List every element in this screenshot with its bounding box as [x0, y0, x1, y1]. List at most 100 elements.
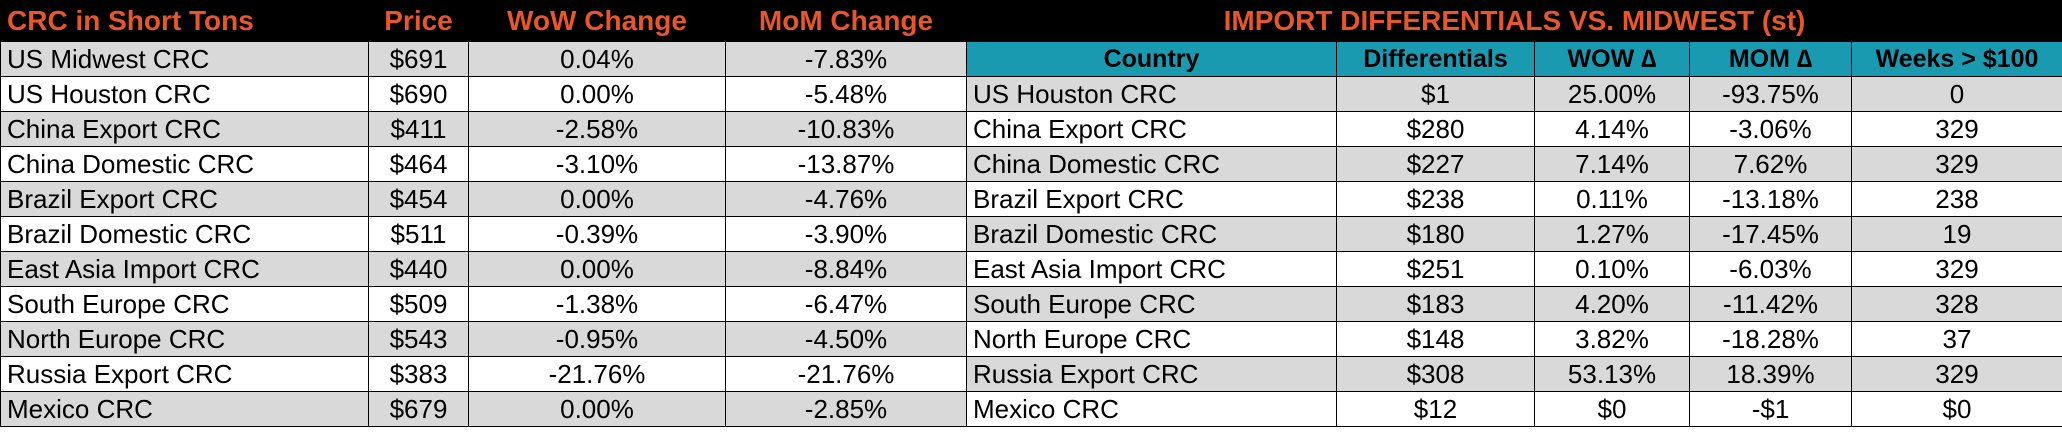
weeks-over-100-cell: 329 — [1851, 356, 2062, 392]
table-row: Brazil Domestic CRC $180 1.27% -17.45% 19 — [966, 216, 2062, 252]
mom-delta-cell: -11.42% — [1689, 286, 1852, 322]
crc-name-cell: US Midwest CRC — [0, 41, 369, 77]
wow-change-cell: -21.76% — [468, 356, 726, 392]
differential-cell: $1 — [1336, 76, 1535, 112]
column-header-wow-delta: WOW ∆ — [1534, 41, 1690, 77]
table-row: China Domestic CRC $227 7.14% 7.62% 329 — [966, 146, 2062, 182]
mom-delta-cell: -17.45% — [1689, 216, 1852, 252]
column-header-wow: WoW Change — [468, 0, 726, 42]
wow-change-cell: 0.04% — [468, 41, 726, 77]
import-differentials-title-row: IMPORT DIFFERENTIALS VS. MIDWEST (st) — [966, 0, 2062, 42]
mom-change-cell: -13.87% — [725, 146, 967, 182]
import-differentials-table: IMPORT DIFFERENTIALS VS. MIDWEST (st) Co… — [966, 0, 2062, 427]
table-row: Mexico CRC $12 $0 -$1 $0 — [966, 391, 2062, 427]
table-row: US Midwest CRC $691 0.04% -7.83% — [0, 41, 967, 77]
crc-name-cell: Brazil Export CRC — [0, 181, 369, 217]
wow-change-cell: -2.58% — [468, 111, 726, 147]
differential-cell: $238 — [1336, 181, 1535, 217]
table-row: Brazil Domestic CRC $511 -0.39% -3.90% — [0, 216, 967, 252]
price-cell: $454 — [368, 181, 469, 217]
country-cell: North Europe CRC — [966, 321, 1337, 357]
price-cell: $509 — [368, 286, 469, 322]
wow-delta-cell: $0 — [1534, 391, 1690, 427]
mom-delta-cell: 18.39% — [1689, 356, 1852, 392]
weeks-over-100-cell: 329 — [1851, 146, 2062, 182]
table-row: Brazil Export CRC $454 0.00% -4.76% — [0, 181, 967, 217]
weeks-over-100-cell: $0 — [1851, 391, 2062, 427]
wow-delta-cell: 0.11% — [1534, 181, 1690, 217]
mom-delta-cell: -6.03% — [1689, 251, 1852, 287]
table-row: East Asia Import CRC $251 0.10% -6.03% 329 — [966, 251, 2062, 287]
crc-name-cell: North Europe CRC — [0, 321, 369, 357]
table-row: US Houston CRC $1 25.00% -93.75% 0 — [966, 76, 2062, 112]
table-row: East Asia Import CRC $440 0.00% -8.84% — [0, 251, 967, 287]
wow-change-cell: 0.00% — [468, 76, 726, 112]
wow-change-cell: -3.10% — [468, 146, 726, 182]
differential-cell: $251 — [1336, 251, 1535, 287]
differential-cell: $148 — [1336, 321, 1535, 357]
price-cell: $690 — [368, 76, 469, 112]
table-row: China Export CRC $411 -2.58% -10.83% — [0, 111, 967, 147]
table-row: Brazil Export CRC $238 0.11% -13.18% 238 — [966, 181, 2062, 217]
wow-delta-cell: 4.20% — [1534, 286, 1690, 322]
crc-name-cell: South Europe CRC — [0, 286, 369, 322]
differential-cell: $227 — [1336, 146, 1535, 182]
mom-delta-cell: -13.18% — [1689, 181, 1852, 217]
mom-change-cell: -21.76% — [725, 356, 967, 392]
price-cell: $383 — [368, 356, 469, 392]
crc-name-cell: Brazil Domestic CRC — [0, 216, 369, 252]
wow-delta-cell: 7.14% — [1534, 146, 1690, 182]
price-cell: $411 — [368, 111, 469, 147]
mom-change-cell: -4.50% — [725, 321, 967, 357]
price-cell: $440 — [368, 251, 469, 287]
country-cell: Brazil Export CRC — [966, 181, 1337, 217]
weeks-over-100-cell: 329 — [1851, 111, 2062, 147]
wow-change-cell: -0.39% — [468, 216, 726, 252]
wow-change-cell: 0.00% — [468, 251, 726, 287]
country-cell: South Europe CRC — [966, 286, 1337, 322]
country-cell: China Domestic CRC — [966, 146, 1337, 182]
column-header-mom: MoM Change — [725, 0, 967, 42]
differential-cell: $180 — [1336, 216, 1535, 252]
import-differentials-header-row: Country Differentials WOW ∆ MOM ∆ Weeks … — [966, 41, 2062, 77]
differential-cell: $12 — [1336, 391, 1535, 427]
crc-name-cell: East Asia Import CRC — [0, 251, 369, 287]
table-row: China Export CRC $280 4.14% -3.06% 329 — [966, 111, 2062, 147]
crc-prices-table: CRC in Short Tons Price WoW Change MoM C… — [0, 0, 967, 427]
wow-delta-cell: 1.27% — [1534, 216, 1690, 252]
wow-delta-cell: 3.82% — [1534, 321, 1690, 357]
mom-delta-cell: -3.06% — [1689, 111, 1852, 147]
price-cell: $679 — [368, 391, 469, 427]
column-header-mom-delta: MOM ∆ — [1689, 41, 1852, 77]
weeks-over-100-cell: 329 — [1851, 251, 2062, 287]
mom-change-cell: -6.47% — [725, 286, 967, 322]
crc-name-cell: China Domestic CRC — [0, 146, 369, 182]
mom-change-cell: -2.85% — [725, 391, 967, 427]
table-row: North Europe CRC $543 -0.95% -4.50% — [0, 321, 967, 357]
mom-change-cell: -5.48% — [725, 76, 967, 112]
weeks-over-100-cell: 37 — [1851, 321, 2062, 357]
mom-delta-cell: -18.28% — [1689, 321, 1852, 357]
wow-delta-cell: 53.13% — [1534, 356, 1690, 392]
crc-name-cell: Russia Export CRC — [0, 356, 369, 392]
mom-delta-cell: -93.75% — [1689, 76, 1852, 112]
mom-delta-cell: -$1 — [1689, 391, 1852, 427]
price-cell: $511 — [368, 216, 469, 252]
column-header-price: Price — [368, 0, 469, 42]
mom-change-cell: -3.90% — [725, 216, 967, 252]
differential-cell: $183 — [1336, 286, 1535, 322]
mom-change-cell: -4.76% — [725, 181, 967, 217]
column-header-crc: CRC in Short Tons — [0, 0, 369, 42]
crc-name-cell: US Houston CRC — [0, 76, 369, 112]
mom-delta-cell: 7.62% — [1689, 146, 1852, 182]
table-row: Mexico CRC $679 0.00% -2.85% — [0, 391, 967, 427]
country-cell: China Export CRC — [966, 111, 1337, 147]
table-row: South Europe CRC $183 4.20% -11.42% 328 — [966, 286, 2062, 322]
table-row: North Europe CRC $148 3.82% -18.28% 37 — [966, 321, 2062, 357]
wow-delta-cell: 0.10% — [1534, 251, 1690, 287]
table-row: South Europe CRC $509 -1.38% -6.47% — [0, 286, 967, 322]
country-cell: East Asia Import CRC — [966, 251, 1337, 287]
country-cell: Russia Export CRC — [966, 356, 1337, 392]
mom-change-cell: -8.84% — [725, 251, 967, 287]
crc-name-cell: Mexico CRC — [0, 391, 369, 427]
